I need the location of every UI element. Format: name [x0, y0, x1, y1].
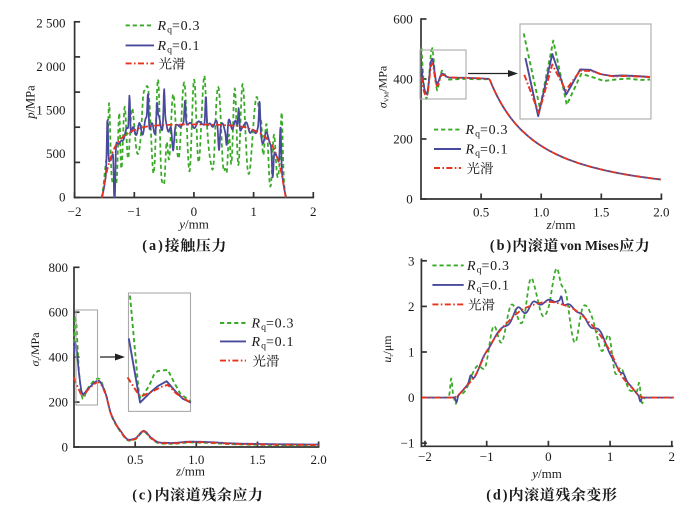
svg-text:Rq=0.1: Rq=0.1: [251, 335, 295, 352]
svg-text:600: 600: [393, 12, 413, 27]
svg-text:Rq=0.3: Rq=0.3: [465, 123, 509, 140]
svg-text:400: 400: [393, 72, 413, 87]
svg-text:p/MPa: p/MPa: [24, 85, 38, 120]
svg-text:−1: −1: [401, 436, 415, 451]
svg-text:Rq=0.3: Rq=0.3: [466, 259, 510, 276]
svg-text:1 500: 1 500: [36, 102, 65, 117]
svg-text:z/mm: z/mm: [546, 217, 576, 232]
svg-text:−1: −1: [127, 204, 141, 219]
svg-text:0: 0: [191, 204, 198, 219]
svg-text:Rq=0.1: Rq=0.1: [466, 279, 510, 296]
svg-text:0: 0: [62, 440, 69, 455]
svg-text:ur/μm: ur/μm: [380, 335, 395, 363]
svg-text:2.0: 2.0: [310, 452, 326, 467]
svg-text:von Mises: von Mises: [560, 238, 619, 253]
svg-text:500: 500: [46, 146, 66, 161]
svg-text:3: 3: [408, 253, 415, 268]
svg-text:(a): (a): [142, 238, 165, 254]
svg-text:−1: −1: [480, 449, 494, 464]
svg-text:Rq=0.3: Rq=0.3: [251, 317, 295, 334]
svg-text:1.5: 1.5: [593, 205, 609, 220]
svg-text:−2: −2: [68, 204, 82, 219]
svg-text:1: 1: [250, 204, 257, 219]
svg-text:0.5: 0.5: [127, 452, 143, 467]
svg-text:−2: −2: [418, 449, 432, 464]
svg-text:(b): (b): [490, 238, 513, 254]
svg-text:1.0: 1.0: [533, 205, 549, 220]
svg-text:400: 400: [49, 350, 69, 365]
svg-text:y/mm: y/mm: [177, 217, 209, 232]
svg-text:σr/MPa: σr/MPa: [28, 332, 43, 367]
svg-text:2: 2: [408, 299, 415, 314]
svg-text:1: 1: [607, 449, 614, 464]
svg-text:z/mm: z/mm: [175, 464, 205, 479]
svg-text:(d): (d): [486, 487, 509, 503]
svg-text:y/mm: y/mm: [530, 466, 562, 481]
svg-text:0: 0: [59, 190, 66, 205]
svg-text:(c): (c): [132, 487, 154, 503]
svg-text:2.0: 2.0: [653, 205, 669, 220]
svg-text:0: 0: [545, 449, 552, 464]
svg-text:2: 2: [310, 204, 317, 219]
svg-text:1.5: 1.5: [249, 452, 265, 467]
svg-text:1.0: 1.0: [188, 452, 204, 467]
svg-text:1: 1: [408, 345, 415, 360]
svg-text:Rq=0.1: Rq=0.1: [465, 143, 509, 160]
svg-text:Rq=0.1: Rq=0.1: [157, 39, 201, 56]
svg-text:0: 0: [408, 390, 415, 405]
svg-text:2 000: 2 000: [36, 59, 65, 74]
svg-text:σVM/MPa: σVM/MPa: [376, 65, 391, 108]
svg-text:800: 800: [49, 260, 69, 275]
svg-text:600: 600: [49, 305, 69, 320]
svg-text:0.5: 0.5: [473, 205, 489, 220]
svg-text:Rq=0.3: Rq=0.3: [157, 19, 201, 36]
svg-text:0: 0: [406, 192, 413, 207]
svg-text:200: 200: [49, 395, 69, 410]
svg-text:2 500: 2 500: [36, 15, 65, 30]
svg-text:200: 200: [393, 132, 413, 147]
svg-text:2: 2: [669, 449, 676, 464]
